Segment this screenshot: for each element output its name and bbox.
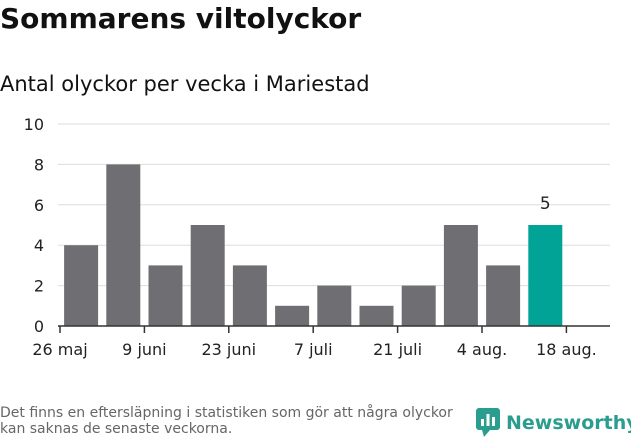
- y-tick-label: 10: [24, 115, 44, 134]
- x-tick-label: 23 juni: [201, 340, 256, 359]
- bar: [275, 305, 310, 326]
- y-tick-label: 0: [34, 317, 44, 336]
- bar: [64, 245, 99, 326]
- chart-subtitle: Antal olyckor per vecka i Mariestad: [0, 72, 370, 96]
- bar-chart: 0 2 4 6 8 10 5 26 maj 9 juni 23 juni 7 juli 21 juli…: [24, 115, 610, 359]
- y-tick-label: 6: [34, 196, 44, 215]
- x-tick-label: 7 juli: [294, 340, 333, 359]
- bar: [106, 164, 141, 326]
- data-label: 5: [540, 194, 551, 214]
- bar: [317, 285, 352, 326]
- y-tick-label: 4: [34, 236, 44, 255]
- x-tick-label: 9 juni: [122, 340, 166, 359]
- bar: [190, 225, 225, 326]
- bar: [148, 265, 183, 326]
- x-tick-label: 21 juli: [373, 340, 422, 359]
- bar: [359, 305, 394, 326]
- bar: [401, 285, 436, 326]
- x-tick-label: 26 maj: [32, 340, 87, 359]
- chart-title: Sommarens viltolyckor: [0, 2, 362, 35]
- newsworthy-logo-icon: [476, 408, 500, 437]
- footnote: Det finns en eftersläpning i statistiken…: [0, 405, 453, 437]
- bar-highlight: [528, 225, 563, 326]
- bar: [486, 265, 521, 326]
- bar: [232, 265, 267, 326]
- y-tick-label: 8: [34, 155, 44, 174]
- bar: [443, 225, 478, 326]
- y-tick-label: 2: [34, 277, 44, 296]
- brand-logo: Newsworthy: [476, 408, 631, 438]
- x-tick-label: 18 aug.: [536, 340, 597, 359]
- x-tick-label: 4 aug.: [457, 340, 507, 359]
- brand-name: Newsworthy: [506, 412, 631, 434]
